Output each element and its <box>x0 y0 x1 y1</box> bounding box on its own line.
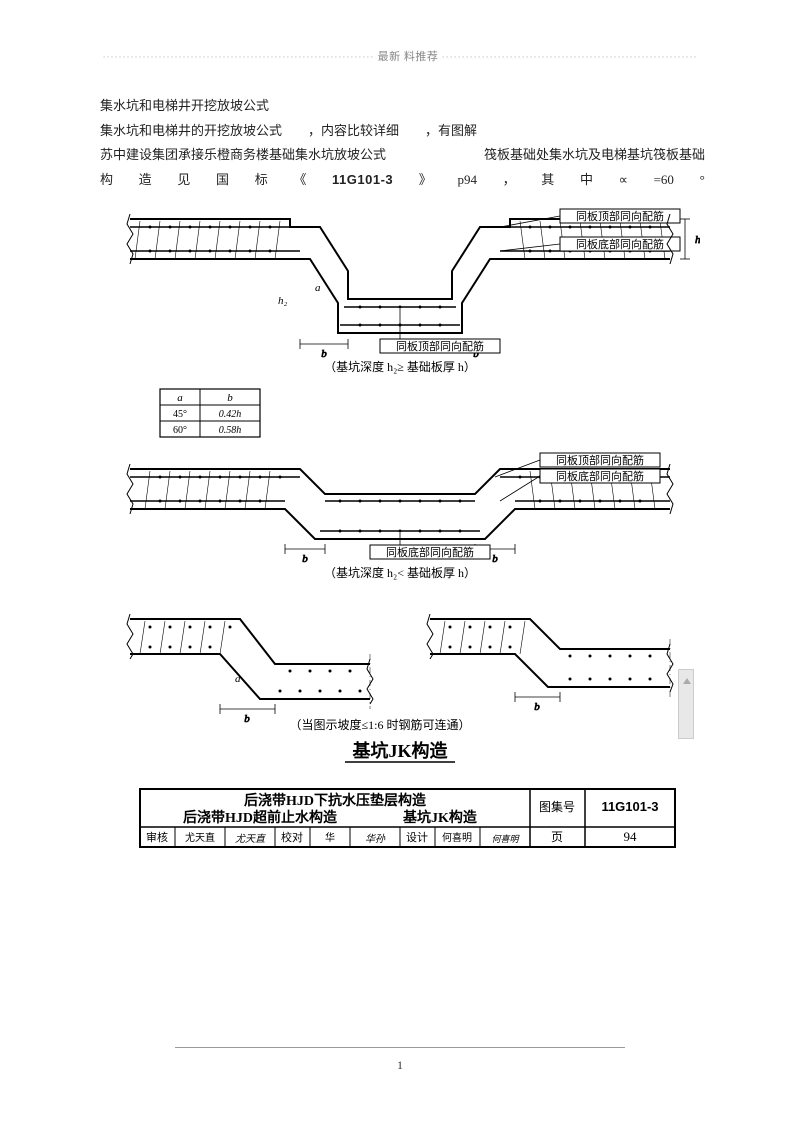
svg-text:尤天直: 尤天直 <box>185 831 215 844</box>
label-top-rebar: 同板顶部同向配筋 <box>576 209 664 223</box>
svg-text:0.58h: 0.58h <box>219 425 242 436</box>
svg-text:后浇带HJD下抗水压垫层构造: 后浇带HJD下抗水压垫层构造 <box>244 792 426 809</box>
content-body: 集水坑和电梯井开挖放坡公式 集水坑和电梯井的开挖放坡公式 ，内容比较详细 ，有图… <box>0 64 800 859</box>
page-header: ········································… <box>0 0 800 64</box>
label-bot-rebar: 同板底部同向配筋 <box>576 237 664 251</box>
svg-text:0.42h: 0.42h <box>219 409 242 420</box>
svg-text:b: b <box>302 553 308 565</box>
section-middle: 同板顶部同向配筋 同板底部同向配筋 b b 同板底部同向配筋 （基坑深度 h₂<… <box>127 453 673 580</box>
svg-text:图集号: 图集号 <box>539 799 575 814</box>
svg-text:同板底部同向配筋: 同板底部同向配筋 <box>556 469 644 483</box>
svg-text:设计: 设计 <box>406 831 428 844</box>
note-2: （基坑深度 h₂< 基础板厚 h） <box>324 565 476 580</box>
svg-text:何喜明: 何喜明 <box>491 834 520 844</box>
diagram-svg: 同板顶部同向配筋 同板底部同向配筋 b b h 同板顶部同向配筋 <box>100 199 700 859</box>
svg-text:h: h <box>695 234 700 246</box>
angle-table: a b 45° 0.42h 60° 0.58h <box>160 389 260 437</box>
svg-text:a: a <box>177 392 183 404</box>
header-dots-right: ········································… <box>442 52 698 62</box>
text-line-2: 集水坑和电梯井的开挖放坡公式 ，内容比较详细 ，有图解 <box>100 119 705 144</box>
svg-text:同板底部同向配筋: 同板底部同向配筋 <box>386 545 474 559</box>
svg-text:同板顶部同向配筋: 同板顶部同向配筋 <box>396 339 484 353</box>
svg-text:h₂: h₂ <box>278 295 288 307</box>
header-title: 最新 料推荐 <box>378 51 439 63</box>
text-line-1: 集水坑和电梯井开挖放坡公式 <box>100 94 705 119</box>
svg-text:华: 华 <box>325 831 335 844</box>
svg-text:60°: 60° <box>173 425 187 436</box>
title-block: 后浇带HJD下抗水压垫层构造 后浇带HJD超前止水构造 基坑JK构造 图集号 1… <box>140 789 675 847</box>
page-number: 1 <box>0 1058 800 1073</box>
svg-text:94: 94 <box>624 829 638 844</box>
section-top: 同板顶部同向配筋 同板底部同向配筋 b b h 同板顶部同向配筋 <box>127 209 700 374</box>
svg-text:45°: 45° <box>173 409 187 420</box>
svg-text:后浇带HJD超前止水构造: 后浇带HJD超前止水构造 <box>183 809 337 826</box>
scroll-handle-icon <box>678 669 694 739</box>
svg-text:11G101-3: 11G101-3 <box>601 799 658 814</box>
svg-text:何喜明: 何喜明 <box>442 831 472 844</box>
svg-text:页: 页 <box>551 830 563 844</box>
svg-text:b: b <box>227 392 233 404</box>
text-line-4: 构 造 见 国 标 《 11G101-3 》 p94 ， 其 中 ∝ =60 ° <box>100 168 705 193</box>
paragraph: 集水坑和电梯井开挖放坡公式 集水坑和电梯井的开挖放坡公式 ，内容比较详细 ，有图… <box>100 94 705 193</box>
svg-text:a: a <box>315 282 321 294</box>
note-3: （当图示坡度≤1:6 时钢筋可连通） <box>290 717 471 732</box>
technical-diagram: 同板顶部同向配筋 同板底部同向配筋 b b h 同板顶部同向配筋 <box>100 199 700 859</box>
section-bottom: b b a （当图示坡度≤1:6 时钢筋可连通） <box>127 614 673 732</box>
svg-text:b: b <box>244 713 250 725</box>
svg-text:基坑JK构造: 基坑JK构造 <box>403 809 477 826</box>
svg-text:b: b <box>534 701 540 713</box>
svg-text:a: a <box>235 673 241 685</box>
text-line-3: 苏中建设集团承接乐橙商务楼基础集水坑放坡公式 筏板基础处集水坑及电梯基坑筏板基础 <box>100 143 705 168</box>
header-dots-left: ········································… <box>103 52 375 62</box>
svg-text:尤天直: 尤天直 <box>235 833 267 845</box>
svg-text:校对: 校对 <box>281 830 303 844</box>
note-1: （基坑深度 h₂≥ 基础板厚 h） <box>324 359 476 374</box>
svg-text:审核: 审核 <box>146 830 168 844</box>
svg-text:同板顶部同向配筋: 同板顶部同向配筋 <box>556 453 644 467</box>
svg-text:b: b <box>492 553 498 565</box>
main-diagram-title: 基坑JK构造 <box>351 740 447 761</box>
svg-text:华孙: 华孙 <box>365 833 386 845</box>
footer-divider <box>175 1047 625 1048</box>
svg-text:b: b <box>321 348 327 360</box>
